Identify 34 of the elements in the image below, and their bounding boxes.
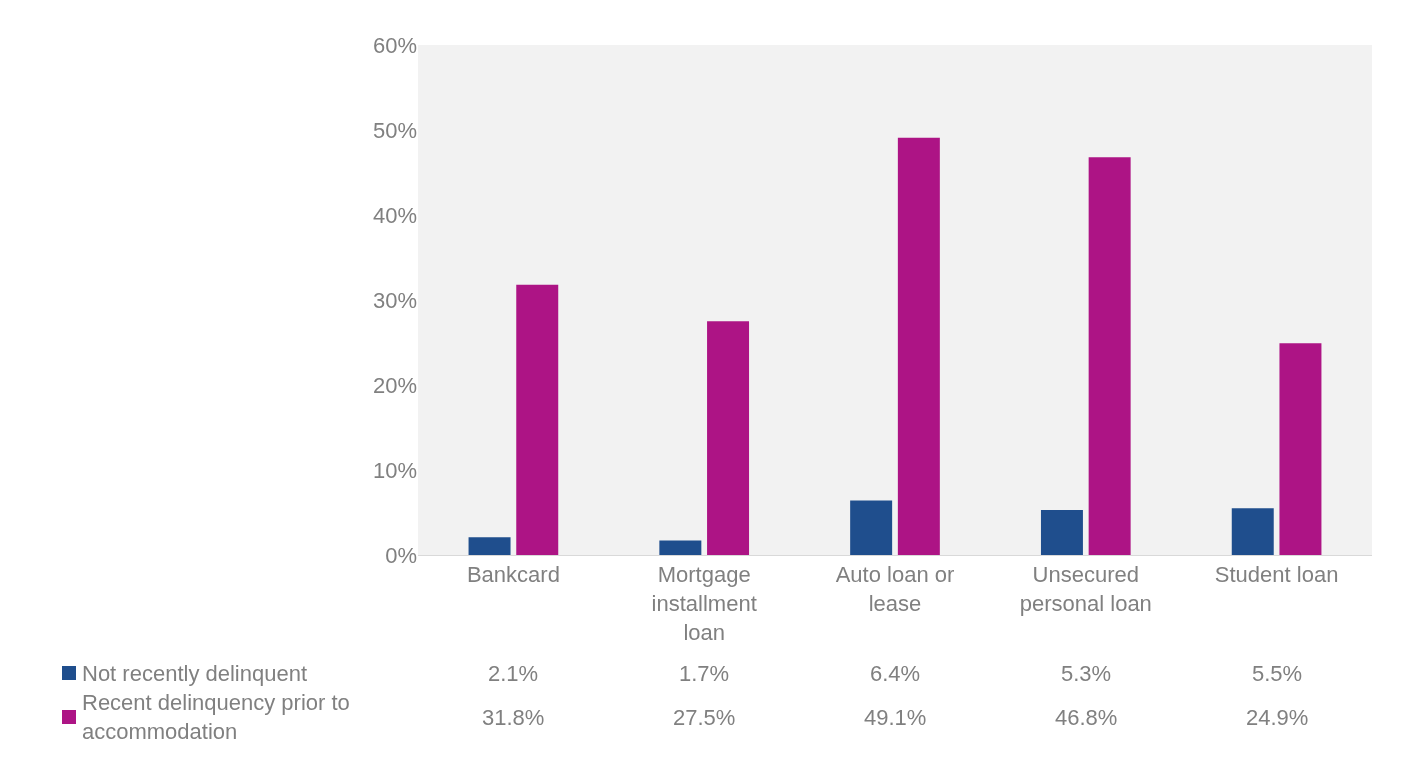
data-label: 2.1% xyxy=(488,661,539,686)
data-label: 46.8% xyxy=(1055,705,1118,730)
y-tick-label: 0% xyxy=(385,542,417,568)
x-tick-label: Mortgage installment loan xyxy=(651,562,757,645)
bar xyxy=(707,321,750,555)
data-label: 31.8% xyxy=(482,705,545,730)
data-label: 5.5% xyxy=(1252,661,1303,686)
data-label: 5.3% xyxy=(1061,661,1112,686)
bar xyxy=(1279,343,1322,555)
bar xyxy=(850,500,893,555)
bar xyxy=(1088,157,1131,555)
bar xyxy=(468,537,511,555)
x-tick-label: Bankcard xyxy=(466,562,560,588)
legend-label: Recent delinquency prior to accommodation xyxy=(82,690,350,744)
y-tick-label: 50% xyxy=(372,117,417,143)
data-label: 6.4% xyxy=(870,661,921,686)
data-label: 49.1% xyxy=(864,705,927,730)
data-label: 1.7% xyxy=(679,661,730,686)
x-tick-label: Unsecured personal loan xyxy=(1019,562,1152,616)
data-label: 27.5% xyxy=(673,705,736,730)
bar xyxy=(659,540,702,555)
bar xyxy=(1040,509,1083,555)
y-tick-label: 60% xyxy=(372,32,417,58)
data-label: 24.9% xyxy=(1246,705,1309,730)
legend-label: Not recently delinquent xyxy=(82,661,308,686)
bar xyxy=(897,137,940,555)
bar xyxy=(516,284,559,555)
y-tick-label: 10% xyxy=(372,457,417,483)
bar xyxy=(1231,508,1274,555)
y-tick-label: 30% xyxy=(372,287,417,313)
x-tick-label: Student loan xyxy=(1214,562,1339,588)
x-tick-label: Auto loan or lease xyxy=(835,562,955,616)
y-tick-label: 40% xyxy=(372,202,417,228)
y-tick-label: 20% xyxy=(372,372,417,398)
